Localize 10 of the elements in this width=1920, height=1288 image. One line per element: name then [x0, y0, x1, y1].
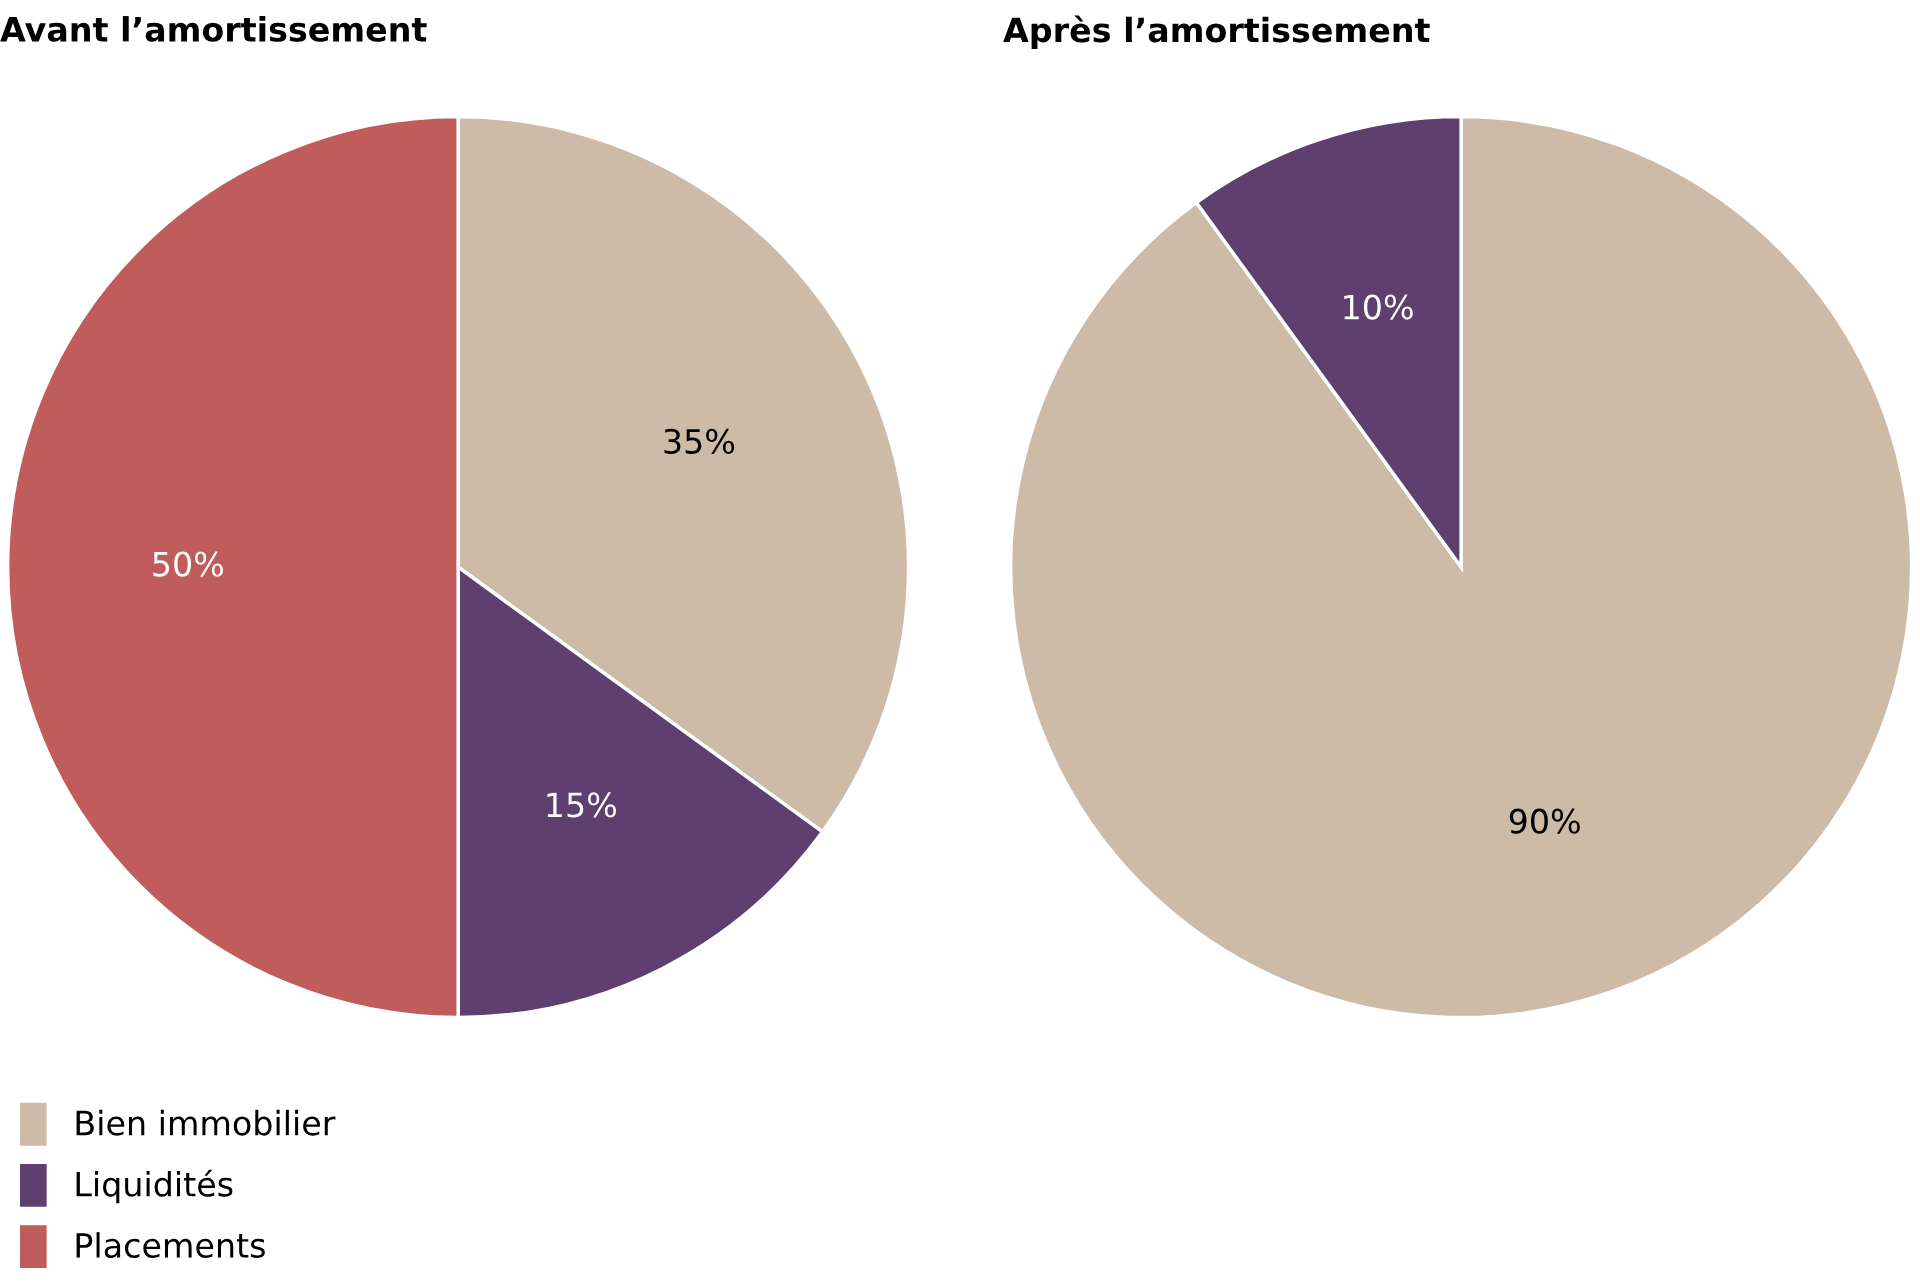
- chart-title: Avant l’amortissement: [0, 16, 427, 42]
- data-label: 15%: [547, 792, 617, 818]
- legend-label: Bien immobilier: [76, 1109, 336, 1136]
- legend-label: Placements: [76, 1232, 265, 1258]
- data-label: 90%: [1509, 808, 1580, 834]
- legend-label: Liquidités: [76, 1169, 233, 1204]
- data-label: 50%: [153, 551, 224, 577]
- data-label: 35%: [664, 428, 735, 455]
- data-label: 10%: [1344, 294, 1413, 320]
- chart-title: Après l’amortissement: [1003, 15, 1430, 49]
